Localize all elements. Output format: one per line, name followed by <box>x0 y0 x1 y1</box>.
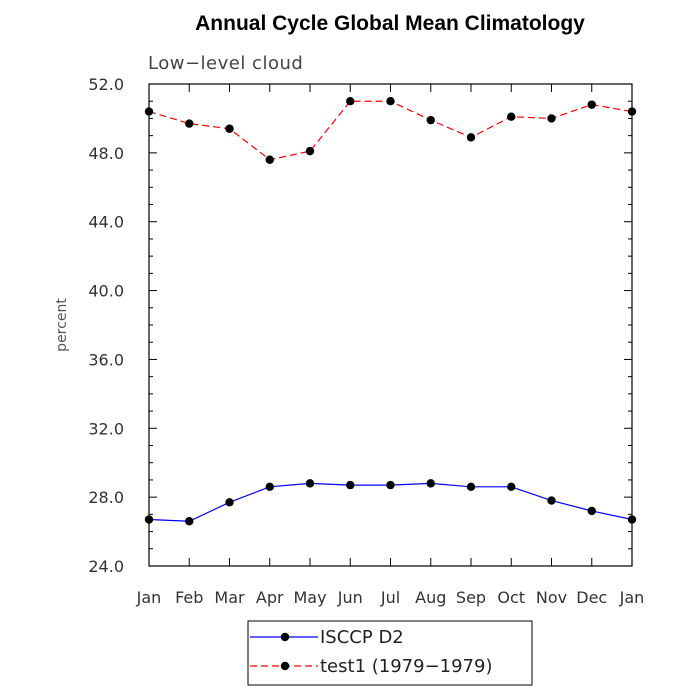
data-point <box>426 115 435 125</box>
data-point <box>466 133 476 142</box>
x-tick-label: Jan <box>619 588 645 607</box>
y-tick-label: 40.0 <box>88 282 124 301</box>
data-point <box>627 515 637 524</box>
data-point <box>225 498 234 507</box>
data-point <box>265 482 274 492</box>
data-point <box>547 114 556 123</box>
data-point <box>144 107 154 116</box>
data-point <box>627 107 637 116</box>
data-point <box>346 97 355 106</box>
x-tick-label: May <box>293 588 326 607</box>
y-tick-label: 44.0 <box>88 213 124 232</box>
y-tick-label: 48.0 <box>88 144 124 163</box>
x-tick-label: Oct <box>497 588 525 607</box>
x-tick-label: Jun <box>337 588 363 607</box>
legend: ISCCP D2 test1 (1979−1979) <box>247 620 533 686</box>
y-tick-label: 24.0 <box>88 557 124 576</box>
data-point <box>386 480 395 490</box>
x-tick-label: Nov <box>536 588 567 607</box>
data-point <box>265 155 274 164</box>
data-point <box>305 479 315 488</box>
data-point <box>587 506 596 516</box>
data-point <box>305 146 315 156</box>
data-point <box>185 119 194 128</box>
legend-marker <box>280 632 290 642</box>
y-axis-title: percent <box>54 298 70 352</box>
data-point <box>185 517 194 526</box>
data-point <box>507 482 516 492</box>
data-point <box>547 496 556 505</box>
data-point <box>507 112 516 121</box>
y-tick-label: 36.0 <box>88 350 124 369</box>
data-point <box>144 515 154 524</box>
x-tick-label: Aug <box>415 588 446 607</box>
x-tick-label: Apr <box>256 588 284 607</box>
data-point <box>225 124 234 133</box>
chart-subtitle: Low−level cloud <box>148 53 303 74</box>
x-tick-label: Dec <box>576 588 607 607</box>
y-tick-label: 32.0 <box>88 419 124 438</box>
data-point <box>346 480 355 490</box>
y-tick-label: 52.0 <box>88 75 124 94</box>
plot-area: 24.0 28.0 32.0 36.0 40.0 44.0 48.0 52.0 Jan Feb Ma… <box>88 75 644 607</box>
legend-marker <box>280 661 290 671</box>
chart-title: Annual Cycle Global Mean Climatology <box>195 12 585 35</box>
series-line-2 <box>148 100 633 161</box>
data-point <box>386 97 395 106</box>
x-tick-label: Jan <box>136 588 162 607</box>
plot-frame <box>148 83 633 567</box>
legend-label-1: ISCCP D2 <box>320 627 404 648</box>
x-tick-label: Jul <box>380 588 400 607</box>
legend-box <box>247 620 533 686</box>
data-point <box>466 482 476 492</box>
x-tick-label: Sep <box>456 588 486 607</box>
y-tick-label: 28.0 <box>88 488 124 507</box>
x-tick-label: Feb <box>175 588 203 607</box>
data-point <box>587 100 596 109</box>
legend-label-2: test1 (1979−1979) <box>320 656 493 677</box>
data-point <box>426 479 435 488</box>
x-tick-label: Mar <box>214 588 245 607</box>
